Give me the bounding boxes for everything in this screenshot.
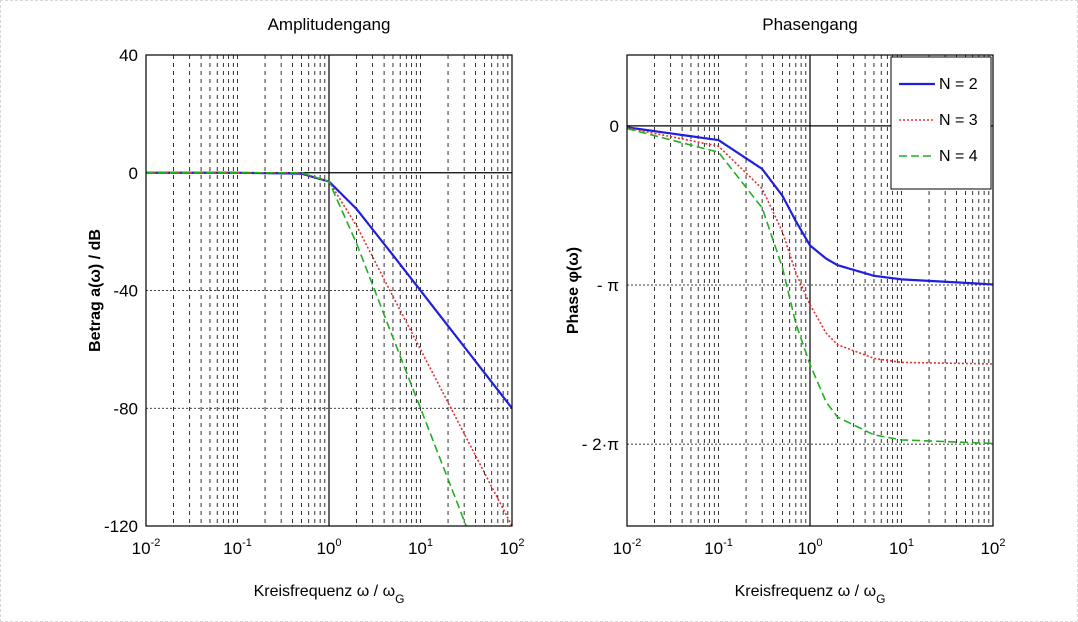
phase-xtick-label: 100 — [797, 537, 822, 558]
legend-label-N2: N = 2 — [939, 76, 978, 93]
amp-ytick-label: -40 — [113, 282, 138, 301]
legend-label-N3: N = 3 — [939, 112, 978, 129]
amp-ytick-label: 0 — [129, 164, 138, 183]
amp-ytick-label: 40 — [119, 46, 138, 65]
legend-box — [890, 56, 992, 190]
phase-xtick-label: 102 — [980, 537, 1005, 558]
amp-series-N4 — [146, 171, 467, 526]
phase-title: Phasengang — [762, 15, 857, 34]
amp-xtick-label: 102 — [499, 537, 524, 558]
amp-ytick-label: -120 — [104, 517, 138, 536]
amp-series-N3 — [146, 171, 512, 526]
phase-xtick-label: 10-2 — [613, 537, 642, 558]
phase-xtick-label: 101 — [889, 537, 914, 558]
amp-ylabel: Betrag a(ω) / dB — [87, 229, 104, 352]
amplitude-chart: Amplitudengang 10-2 10-1 100 101 102 40 0 -40 -80… — [87, 15, 525, 606]
legend-label-N4: N = 4 — [939, 148, 978, 165]
phase-chart: Phasengang 10-2 10-1 100 101 102 0 - π - 2·π Krei… — [565, 15, 1006, 606]
phase-xlabel: Kreisfrequenz ω / ωG — [735, 583, 886, 606]
amp-xlabel: Kreisfrequenz ω / ωG — [254, 583, 405, 606]
phase-axes-box — [626, 54, 994, 527]
amp-xtick-label: 10-1 — [223, 537, 252, 558]
phase-ytick-label: - π — [597, 276, 619, 295]
phase-ytick-label: - 2·π — [582, 435, 619, 454]
amp-title: Amplitudengang — [268, 15, 391, 34]
phase-series-N3 — [627, 127, 993, 365]
phase-ytick-label: 0 — [610, 117, 619, 136]
amp-xtick-label: 101 — [408, 537, 433, 558]
legend: N = 2 N = 3 N = 4 — [890, 56, 992, 190]
phase-series-N2 — [627, 126, 993, 286]
amp-xtick-label: 100 — [316, 537, 341, 558]
amp-ytick-label: -80 — [113, 399, 138, 418]
phase-series-N4 — [627, 127, 993, 445]
phase-ylabel: Phase φ(ω) — [565, 247, 582, 334]
phase-xtick-label: 10-1 — [704, 537, 733, 558]
amp-xtick-label: 10-2 — [132, 537, 161, 558]
amp-axes-box — [145, 54, 513, 527]
